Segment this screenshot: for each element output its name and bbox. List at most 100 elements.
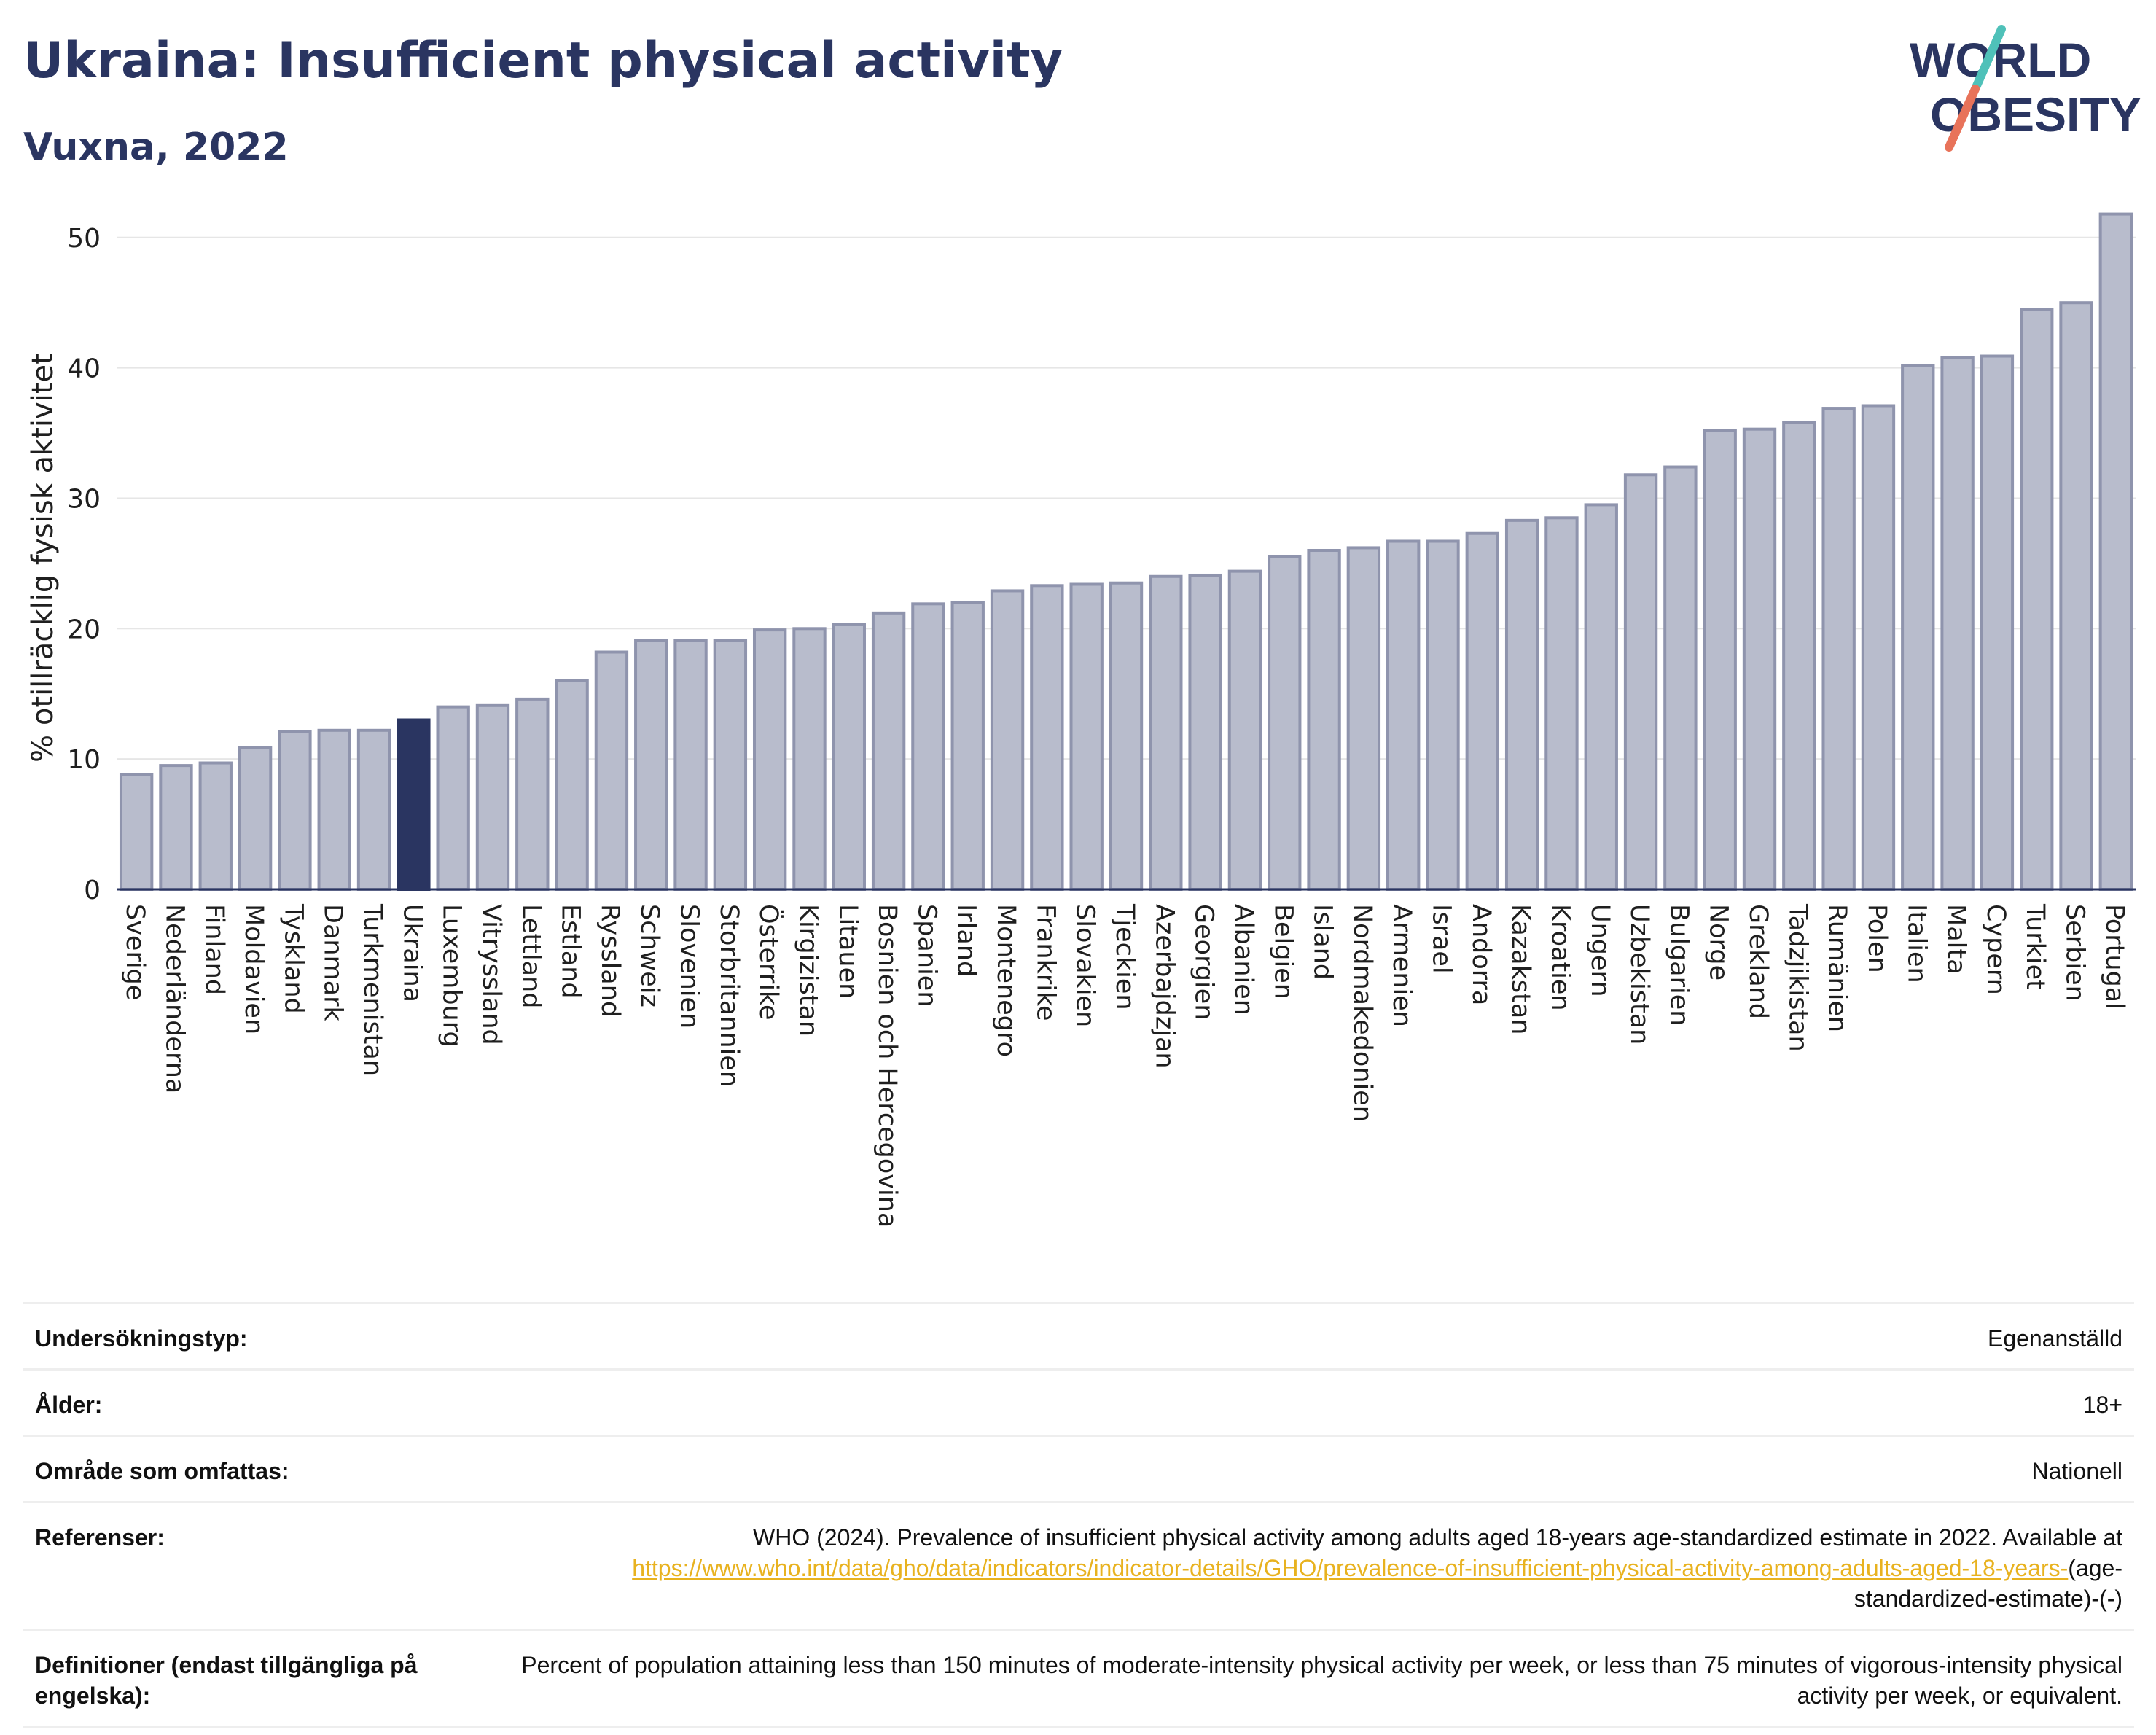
x-tick-label: Albanien xyxy=(1229,904,1258,1015)
x-tick-label: Portugal xyxy=(2100,904,2129,1010)
definitions-value: Percent of population attaining less tha… xyxy=(521,1652,2122,1709)
x-tick-label: Andorra xyxy=(1466,904,1496,1005)
x-tick-label: Israel xyxy=(1427,904,1456,974)
survey-type-label: Undersökningstyp: xyxy=(35,1325,248,1352)
definitions-label: Definitioner (endast tillgängliga på eng… xyxy=(35,1652,418,1709)
y-tick-label: 10 xyxy=(67,745,101,775)
x-tick-label: Malta xyxy=(1942,904,1971,975)
x-tick-label: Tjeckien xyxy=(1110,903,1139,1010)
bar xyxy=(594,650,629,891)
bar xyxy=(1504,518,1539,891)
bar xyxy=(634,639,668,892)
bar xyxy=(911,602,945,891)
meta-row-definitions: Definitioner (endast tillgängliga på eng… xyxy=(23,1631,2134,1728)
bar xyxy=(317,728,351,891)
bar xyxy=(1782,421,1816,891)
x-tick-label: Bosnien och Hercegovina xyxy=(872,904,902,1228)
bar xyxy=(475,703,510,891)
x-tick-label: Luxemburg xyxy=(437,904,466,1048)
bar xyxy=(1109,581,1144,891)
x-tick-label: Kazakstan xyxy=(1506,904,1535,1034)
page-subtitle: Vuxna, 2022 xyxy=(23,125,289,169)
age-label: Ålder: xyxy=(35,1392,103,1418)
x-tick-label: Kirgizistan xyxy=(793,904,822,1037)
x-tick-label: Storbritannien xyxy=(714,904,743,1087)
bar xyxy=(713,639,748,892)
x-tick-label: Uzbekistan xyxy=(1625,904,1654,1045)
x-tick-label: Italien xyxy=(1902,904,1931,983)
x-tick-label: Turkiet xyxy=(2020,903,2050,990)
y-tick-label: 30 xyxy=(67,484,101,514)
x-tick-label: Sverige xyxy=(120,904,149,1000)
x-tick-label: Ungern xyxy=(1585,904,1614,997)
x-tick-label: Nordmakedonien xyxy=(1348,904,1377,1122)
x-tick-label: Österrike xyxy=(754,904,784,1020)
bar xyxy=(1821,407,1856,891)
x-tick-label: Cypern xyxy=(1981,904,2010,995)
references-label: Referenser: xyxy=(35,1524,165,1551)
x-tick-label: Lettland xyxy=(516,904,545,1008)
x-tick-label: Polen xyxy=(1862,904,1891,973)
y-axis-label: % otillräcklig fysisk aktivitet xyxy=(26,353,60,763)
x-tick-label: Tyskland xyxy=(278,903,308,1014)
x-tick-label: Ryssland xyxy=(595,904,625,1017)
bar xyxy=(1980,354,2015,891)
bar xyxy=(1069,582,1104,891)
metadata-table: Undersökningstyp: Egenanställd Ålder: 18… xyxy=(23,1302,2134,1728)
bar xyxy=(990,589,1025,891)
bar xyxy=(436,705,470,891)
survey-type-value: Egenanställd xyxy=(1987,1325,2122,1352)
x-tick-label: Grekland xyxy=(1743,904,1773,1019)
references-value: WHO (2024). Prevalence of insufficient p… xyxy=(501,1522,2122,1614)
bar xyxy=(238,746,273,891)
bar xyxy=(1940,356,1975,892)
x-tick-label: Vitryssland xyxy=(477,904,506,1045)
x-tick-label: Armenien xyxy=(1387,904,1416,1027)
bar xyxy=(356,728,391,891)
bar xyxy=(2020,308,2054,891)
x-tick-label: Estland xyxy=(556,904,585,999)
bar xyxy=(1703,429,1737,891)
bar xyxy=(515,697,550,892)
bar xyxy=(1742,427,1777,891)
bar xyxy=(1386,539,1421,891)
y-tick-label: 0 xyxy=(84,876,101,905)
x-tick-label: Bulgarien xyxy=(1664,904,1693,1026)
bar xyxy=(1623,473,1658,891)
references-suffix: (age-standardized-estimate)-(-) xyxy=(1854,1555,2122,1612)
x-tick-label: Spanien xyxy=(912,904,941,1007)
x-tick-label: Rumänien xyxy=(1823,904,1852,1032)
logo-slash-teal xyxy=(1971,25,2006,93)
world-obesity-logo: WORLD OBESITY xyxy=(1910,25,2141,152)
x-tick-label: Norge xyxy=(1704,904,1733,980)
bar xyxy=(871,611,906,891)
bar xyxy=(1584,503,1618,891)
bar xyxy=(1030,584,1064,891)
bar xyxy=(159,764,193,891)
x-tick-label: Slovenien xyxy=(675,904,704,1029)
bar xyxy=(1544,516,1579,891)
bar xyxy=(752,628,787,891)
bar xyxy=(1227,569,1262,891)
bar xyxy=(1465,531,1500,891)
x-tick-label: Montenegro xyxy=(991,904,1020,1057)
y-tick-label: 50 xyxy=(67,224,101,254)
bar xyxy=(1663,465,1698,891)
x-tick-label: Moldavien xyxy=(239,904,268,1034)
x-tick-label: Kroatien xyxy=(1545,904,1574,1011)
x-tick-label: Azerbajdzjan xyxy=(1149,904,1179,1069)
bar xyxy=(950,601,985,891)
x-tick-label: Ukraina xyxy=(397,904,426,1002)
bar xyxy=(1188,573,1222,891)
age-value: 18+ xyxy=(2082,1392,2122,1418)
bar xyxy=(2059,301,2093,891)
references-link[interactable]: https://www.who.int/data/gho/data/indica… xyxy=(632,1555,2069,1581)
bar xyxy=(1149,574,1183,891)
y-tick-label: 20 xyxy=(67,615,101,644)
bar xyxy=(1901,364,1935,892)
x-tick-label: Frankrike xyxy=(1031,904,1060,1021)
x-tick-label: Danmark xyxy=(319,904,348,1022)
x-tick-label: Slovakien xyxy=(1071,904,1100,1027)
area-value: Nationell xyxy=(2031,1458,2122,1484)
meta-row-area: Område som omfattas: Nationell xyxy=(23,1437,2134,1503)
